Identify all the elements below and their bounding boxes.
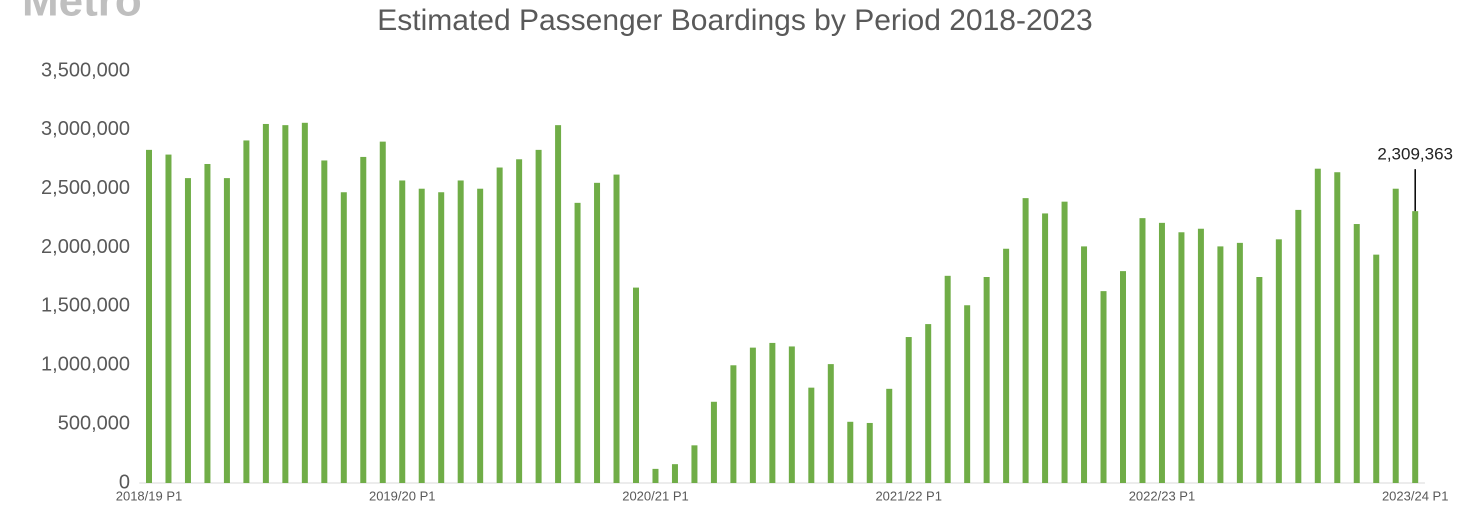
bar (457, 180, 464, 483)
bar (652, 468, 659, 483)
bar (1100, 291, 1107, 483)
bar (925, 324, 932, 483)
bar (964, 305, 971, 483)
bar (555, 125, 562, 484)
bar (360, 156, 367, 483)
bar (379, 141, 386, 483)
x-tick-label: 2018/19 P1 (116, 488, 183, 503)
bar (1217, 246, 1224, 483)
bar (1256, 277, 1263, 483)
y-tick-label: 3,000,000 (41, 118, 130, 140)
chart-title: Estimated Passenger Boardings by Period … (377, 4, 1092, 37)
bar (730, 365, 737, 483)
bar (1042, 213, 1049, 484)
bar (1120, 271, 1126, 483)
bar (1158, 222, 1165, 483)
bar (243, 140, 250, 484)
y-tick-label: 3,500,000 (41, 59, 130, 81)
bar (1236, 242, 1243, 483)
bar (340, 192, 347, 483)
bar (788, 346, 795, 483)
x-tick-label: 2023/24 P1 (1382, 488, 1449, 503)
bar (535, 149, 542, 483)
bar (165, 154, 172, 483)
bar (691, 445, 698, 483)
bar (1178, 232, 1185, 483)
y-tick-label: 500,000 (58, 412, 130, 434)
bar (438, 192, 445, 483)
bar (1295, 209, 1302, 483)
bar (1353, 224, 1360, 483)
bar (847, 421, 854, 483)
bar (184, 178, 191, 483)
bar (1081, 246, 1088, 483)
bar (1139, 218, 1146, 483)
bar (633, 287, 639, 483)
bar (418, 188, 425, 483)
bar (146, 149, 152, 483)
bar (769, 342, 776, 483)
bar (1314, 168, 1321, 483)
bar (886, 388, 893, 483)
y-tick-label: 1,000,000 (41, 354, 130, 376)
bar (1197, 228, 1204, 483)
x-tick-label: 2020/21 P1 (622, 488, 689, 503)
bar (1003, 248, 1010, 483)
bar (1392, 188, 1399, 483)
bar (905, 337, 912, 483)
y-tick-label: 0 (119, 471, 130, 493)
bar (399, 180, 406, 483)
bar (613, 174, 620, 484)
bar (204, 163, 211, 483)
bar (808, 387, 815, 483)
bar (1275, 239, 1282, 483)
bar (749, 347, 756, 483)
bar (827, 364, 834, 483)
bar (496, 167, 503, 484)
bar (710, 401, 717, 483)
bar (1061, 201, 1068, 484)
bar (477, 188, 484, 483)
bar (574, 202, 581, 483)
bar (671, 464, 678, 483)
x-tick-label: 2022/23 P1 (1129, 488, 1196, 503)
bar (516, 159, 523, 484)
y-tick-label: 2,500,000 (41, 177, 130, 199)
logo: Metro (22, 0, 142, 26)
bar (944, 275, 951, 483)
bar (983, 277, 990, 483)
y-tick-label: 2,000,000 (41, 236, 130, 258)
bar (1412, 211, 1419, 484)
bar (1373, 254, 1380, 483)
bar (282, 125, 289, 484)
bar (1022, 198, 1029, 484)
bar (223, 178, 230, 483)
bar (301, 122, 308, 484)
bar (321, 160, 328, 483)
y-tick-label: 1,500,000 (41, 295, 130, 317)
x-tick-label: 2021/22 P1 (875, 488, 942, 503)
bar (262, 123, 269, 483)
bar (1334, 172, 1341, 483)
bar (594, 182, 601, 484)
x-tick-label: 2019/20 P1 (369, 488, 436, 503)
data-label: 2,309,363 (1377, 145, 1453, 164)
bar (866, 422, 873, 483)
